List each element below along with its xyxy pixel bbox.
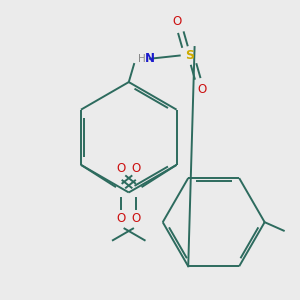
Text: O: O [172,15,181,28]
Text: H: H [138,54,146,64]
Text: O: O [131,161,141,175]
Text: O: O [117,161,126,175]
Text: S: S [185,49,194,62]
Text: O: O [117,212,126,226]
Text: O: O [197,83,207,96]
Text: O: O [132,212,141,226]
Text: N: N [145,52,155,65]
